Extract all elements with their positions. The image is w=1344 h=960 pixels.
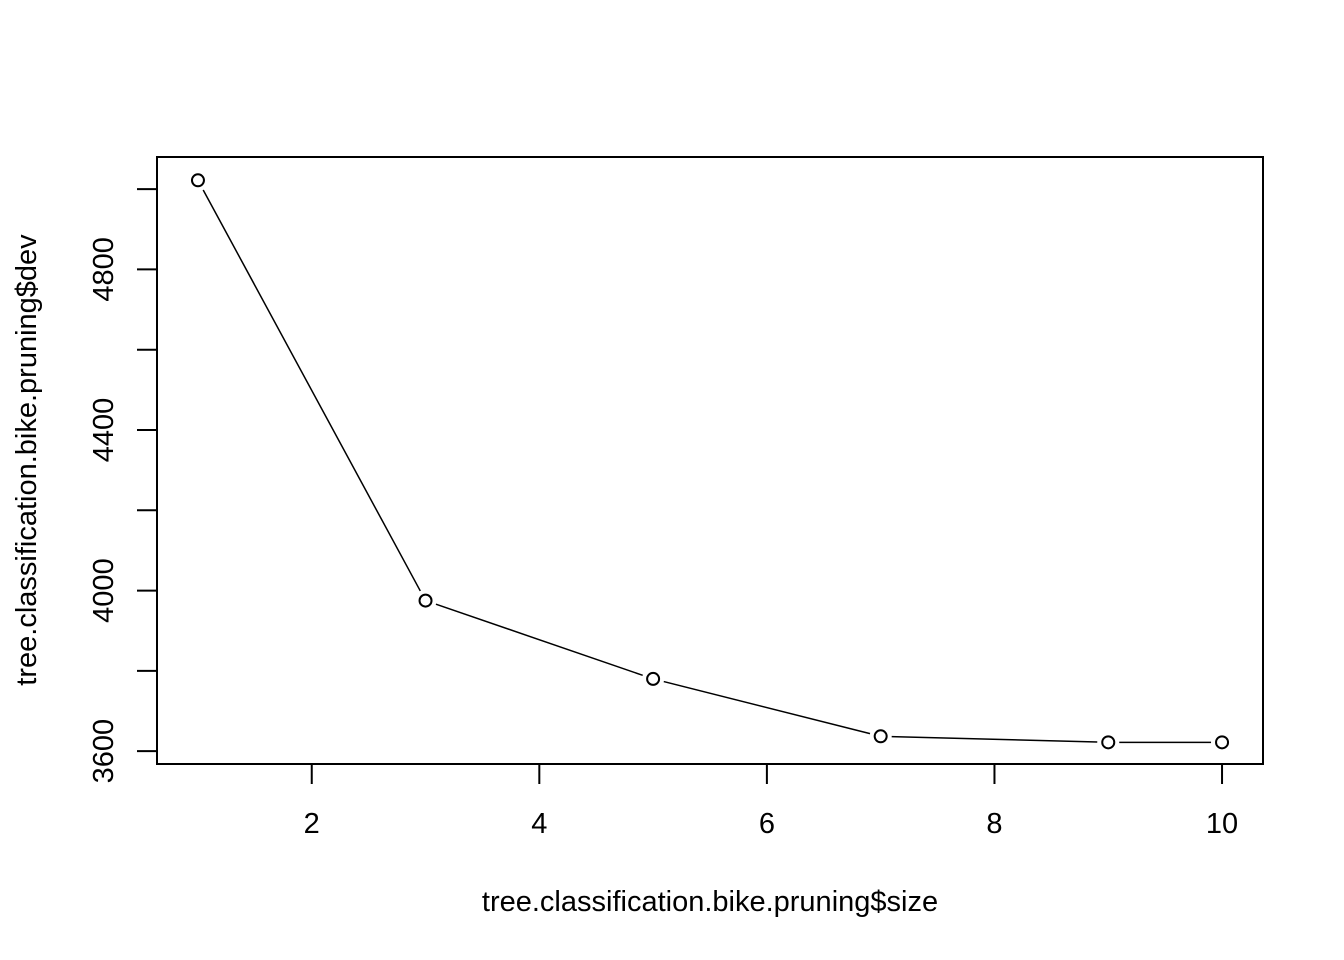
y-axis-label: tree.classification.bike.pruning$dev	[11, 234, 43, 686]
x-tick-label: 4	[531, 808, 547, 840]
data-point	[418, 593, 433, 608]
series-segment	[663, 680, 871, 735]
series-layer	[190, 173, 1230, 750]
x-axis-label: tree.classification.bike.pruning$size	[482, 886, 938, 918]
data-point	[1101, 735, 1116, 750]
y-tick-label: 4400	[88, 398, 120, 463]
x-axis: 2 4 6 8 10	[304, 764, 1238, 840]
y-axis: 3600 4000 4400 4800	[88, 188, 157, 784]
series-segment	[435, 603, 643, 677]
data-point	[873, 729, 888, 744]
series-segment	[202, 189, 421, 592]
plot-frame	[156, 156, 1264, 765]
x-tick-label: 6	[759, 808, 775, 840]
x-tick-label: 10	[1206, 808, 1238, 840]
series-segment	[891, 735, 1098, 743]
x-tick-label: 2	[304, 808, 320, 840]
y-tick-label: 3600	[88, 719, 120, 784]
x-tick-label: 8	[986, 808, 1002, 840]
data-point	[646, 671, 661, 686]
data-point	[190, 173, 205, 188]
y-tick-label: 4800	[88, 237, 120, 302]
y-tick-label: 4000	[88, 558, 120, 623]
data-point	[1215, 735, 1230, 750]
